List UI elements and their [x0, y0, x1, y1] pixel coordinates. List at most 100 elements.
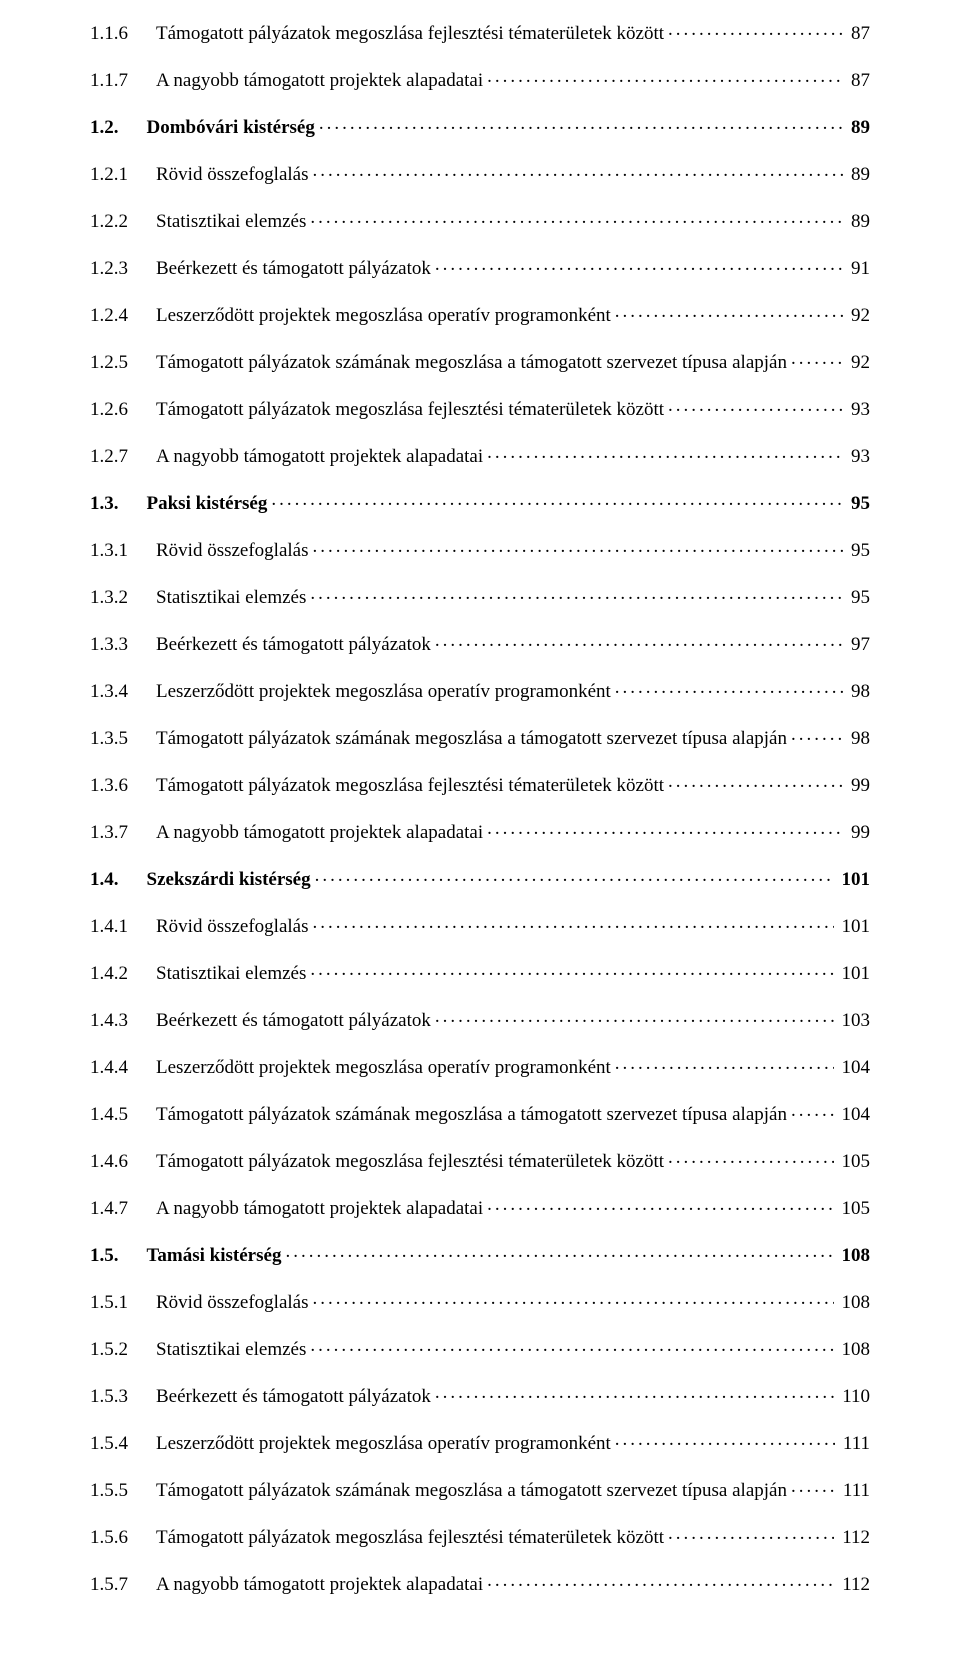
toc-number: 1.2.3	[90, 259, 156, 278]
toc-title: Dombóvári kistérség	[147, 118, 315, 137]
toc-number: 1.5.5	[90, 1481, 156, 1500]
toc-title: Beérkezett és támogatott pályázatok	[156, 259, 431, 278]
toc-leader	[487, 67, 843, 86]
toc-number: 1.4.1	[90, 917, 156, 936]
toc-page-number: 89	[847, 212, 870, 231]
toc-number: 1.4.2	[90, 964, 156, 983]
toc-leader	[315, 866, 834, 885]
toc-row[interactable]: 1.2.4Leszerződött projektek megoszlása o…	[90, 302, 870, 325]
toc-row[interactable]: 1.4.2Statisztikai elemzés101	[90, 960, 870, 983]
toc-row[interactable]: 1.4.5Támogatott pályázatok számának mego…	[90, 1101, 870, 1124]
toc-title: Statisztikai elemzés	[156, 588, 306, 607]
toc-title: Leszerződött projektek megoszlása operat…	[156, 306, 611, 325]
toc-leader	[313, 913, 834, 932]
toc-number: 1.4.3	[90, 1011, 156, 1030]
toc-title: Leszerződött projektek megoszlása operat…	[156, 1434, 611, 1453]
toc-title: Statisztikai elemzés	[156, 964, 306, 983]
toc-leader	[668, 1148, 833, 1167]
toc-page-number: 95	[847, 494, 870, 513]
toc-leader	[668, 20, 843, 39]
toc-row[interactable]: 1.5.5Támogatott pályázatok számának mego…	[90, 1477, 870, 1500]
toc-row[interactable]: 1.3.2Statisztikai elemzés95	[90, 584, 870, 607]
toc-title: Beérkezett és támogatott pályázatok	[156, 1387, 431, 1406]
toc-row[interactable]: 1.4.1Rövid összefoglalás101	[90, 913, 870, 936]
toc-leader	[487, 1195, 833, 1214]
toc-leader	[310, 584, 843, 603]
toc-title: Leszerződött projektek megoszlása operat…	[156, 682, 611, 701]
toc-row[interactable]: 1.3.7A nagyobb támogatott projektek alap…	[90, 819, 870, 842]
toc-page-number: 101	[838, 917, 871, 936]
toc-number: 1.2.4	[90, 306, 156, 325]
toc-page-number: 95	[847, 541, 870, 560]
toc-page-number: 112	[838, 1528, 870, 1547]
toc-row[interactable]: 1.3.3Beérkezett és támogatott pályázatok…	[90, 631, 870, 654]
toc-leader	[487, 1571, 834, 1590]
toc-row[interactable]: 1.3.Paksi kistérség95	[90, 490, 870, 513]
toc-number: 1.3.3	[90, 635, 156, 654]
toc-leader	[615, 302, 843, 321]
toc-number: 1.3.1	[90, 541, 156, 560]
toc-leader	[487, 443, 843, 462]
toc-row[interactable]: 1.5.1Rövid összefoglalás108	[90, 1289, 870, 1312]
toc-page-number: 111	[839, 1481, 870, 1500]
toc-row[interactable]: 1.3.1Rövid összefoglalás 95	[90, 537, 870, 560]
toc-leader	[271, 490, 843, 509]
toc-number: 1.2.1	[90, 165, 156, 184]
toc-row[interactable]: 1.5.3Beérkezett és támogatott pályázatok…	[90, 1383, 870, 1406]
toc-row[interactable]: 1.2.7A nagyobb támogatott projektek alap…	[90, 443, 870, 466]
toc-page-number: 93	[847, 400, 870, 419]
toc-row[interactable]: 1.4.Szekszárdi kistérség101	[90, 866, 870, 889]
toc-row[interactable]: 1.2.6Támogatott pályázatok megoszlása fe…	[90, 396, 870, 419]
toc-page-number: 108	[838, 1340, 871, 1359]
toc-page-number: 98	[847, 682, 870, 701]
toc-page-number: 101	[838, 870, 871, 889]
toc-row[interactable]: 1.4.3Beérkezett és támogatott pályázatok…	[90, 1007, 870, 1030]
toc-title: Rövid összefoglalás	[156, 541, 309, 560]
toc-page-number: 98	[847, 729, 870, 748]
toc-number: 1.5.4	[90, 1434, 156, 1453]
toc-title: Rövid összefoglalás	[156, 1293, 309, 1312]
toc-row[interactable]: 1.2.3Beérkezett és támogatott pályázatok…	[90, 255, 870, 278]
toc-number: 1.3.5	[90, 729, 156, 748]
toc-row[interactable]: 1.4.6Támogatott pályázatok megoszlása fe…	[90, 1148, 870, 1171]
toc-row[interactable]: 1.2.5Támogatott pályázatok számának mego…	[90, 349, 870, 372]
toc-row[interactable]: 1.5.7A nagyobb támogatott projektek alap…	[90, 1571, 870, 1594]
toc-row[interactable]: 1.1.6Támogatott pályázatok megoszlása fe…	[90, 20, 870, 43]
toc-number: 1.2.5	[90, 353, 156, 372]
toc-leader	[615, 1054, 834, 1073]
toc-leader	[310, 960, 833, 979]
toc-number: 1.3.	[90, 494, 147, 513]
toc-number: 1.3.4	[90, 682, 156, 701]
toc-title: Támogatott pályázatok megoszlása fejlesz…	[156, 400, 664, 419]
toc-leader	[313, 161, 843, 180]
toc-row[interactable]: 1.2.1Rövid összefoglalás89	[90, 161, 870, 184]
toc-row[interactable]: 1.3.5Támogatott pályázatok számának mego…	[90, 725, 870, 748]
toc-title: Támogatott pályázatok számának megoszlás…	[156, 353, 787, 372]
toc-row[interactable]: 1.5.6Támogatott pályázatok megoszlása fe…	[90, 1524, 870, 1547]
toc-title: Támogatott pályázatok számának megoszlás…	[156, 729, 787, 748]
toc-title: A nagyobb támogatott projektek alapadata…	[156, 1575, 483, 1594]
toc-row[interactable]: 1.5.Tamási kistérség108	[90, 1242, 870, 1265]
toc-leader	[668, 396, 843, 415]
toc-page-number: 87	[847, 24, 870, 43]
toc-row[interactable]: 1.5.4Leszerződött projektek megoszlása o…	[90, 1430, 870, 1453]
toc-row[interactable]: 1.4.4Leszerződött projektek megoszlása o…	[90, 1054, 870, 1077]
toc-leader	[791, 725, 843, 744]
toc-row[interactable]: 1.3.4Leszerződött projektek megoszlása o…	[90, 678, 870, 701]
toc-row[interactable]: 1.3.6Támogatott pályázatok megoszlása fe…	[90, 772, 870, 795]
toc-row[interactable]: 1.4.7A nagyobb támogatott projektek alap…	[90, 1195, 870, 1218]
toc-leader	[435, 631, 843, 650]
toc-title: A nagyobb támogatott projektek alapadata…	[156, 71, 483, 90]
toc-number: 1.5.3	[90, 1387, 156, 1406]
toc-title: A nagyobb támogatott projektek alapadata…	[156, 1199, 483, 1218]
toc-title: Támogatott pályázatok megoszlása fejlesz…	[156, 1152, 664, 1171]
toc-row[interactable]: 1.1.7A nagyobb támogatott projektek alap…	[90, 67, 870, 90]
toc-page-number: 97	[847, 635, 870, 654]
toc-row[interactable]: 1.2.Dombóvári kistérség89	[90, 114, 870, 137]
toc-row[interactable]: 1.2.2Statisztikai elemzés89	[90, 208, 870, 231]
toc-number: 1.1.7	[90, 71, 156, 90]
toc-page-number: 93	[847, 447, 870, 466]
toc-number: 1.2.2	[90, 212, 156, 231]
toc-page-number: 89	[847, 118, 870, 137]
toc-row[interactable]: 1.5.2Statisztikai elemzés108	[90, 1336, 870, 1359]
